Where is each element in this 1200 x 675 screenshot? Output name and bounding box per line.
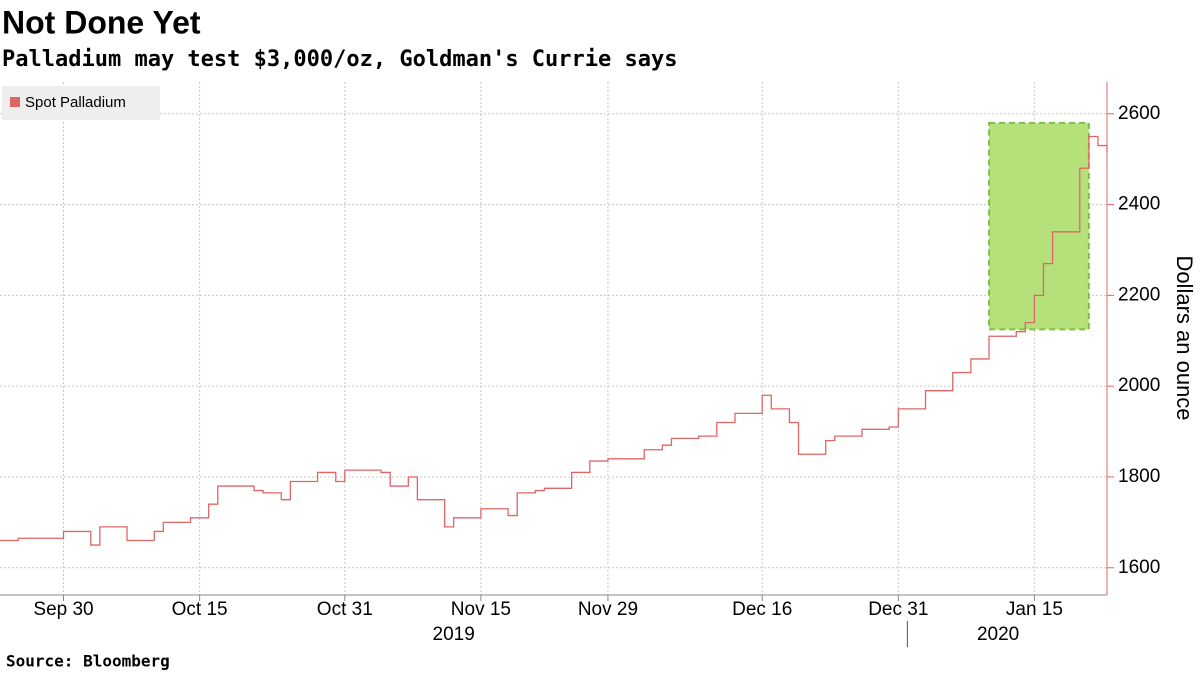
y-tick-label: 2400: [1118, 194, 1160, 215]
x-tick-label: Dec 31: [868, 599, 928, 620]
legend-swatch: [10, 97, 20, 107]
highlight-box: [988, 121, 1090, 331]
x-tick-label: Oct 15: [172, 599, 228, 620]
y-tick-label: 1800: [1118, 466, 1160, 487]
x-tick-label: Oct 31: [317, 599, 373, 620]
chart-subtitle: Palladium may test $3,000/oz, Goldman's …: [2, 47, 678, 72]
y-tick-label: 2200: [1118, 284, 1160, 305]
source: Source: Bloomberg: [6, 652, 170, 671]
y-tick-label: 2600: [1118, 103, 1160, 124]
y-axis-label: Dollars an ounce: [1172, 255, 1197, 420]
year-label: 2020: [977, 624, 1019, 645]
y-tick-label: 1600: [1118, 557, 1160, 578]
y-tick-label: 2000: [1118, 375, 1160, 396]
x-tick-label: Jan 15: [1006, 599, 1063, 620]
chart-title: Not Done Yet: [2, 4, 201, 40]
price-line: [0, 135, 1108, 546]
x-tick-label: Sep 30: [33, 599, 93, 620]
x-tick-label: Dec 16: [732, 599, 792, 620]
legend-label: Spot Palladium: [25, 94, 126, 111]
x-tick-label: Nov 29: [578, 599, 638, 620]
legend: Spot Palladium: [2, 86, 160, 120]
legend-box: [2, 86, 160, 120]
year-label: 2019: [433, 624, 475, 645]
x-tick-label: Nov 15: [451, 599, 511, 620]
